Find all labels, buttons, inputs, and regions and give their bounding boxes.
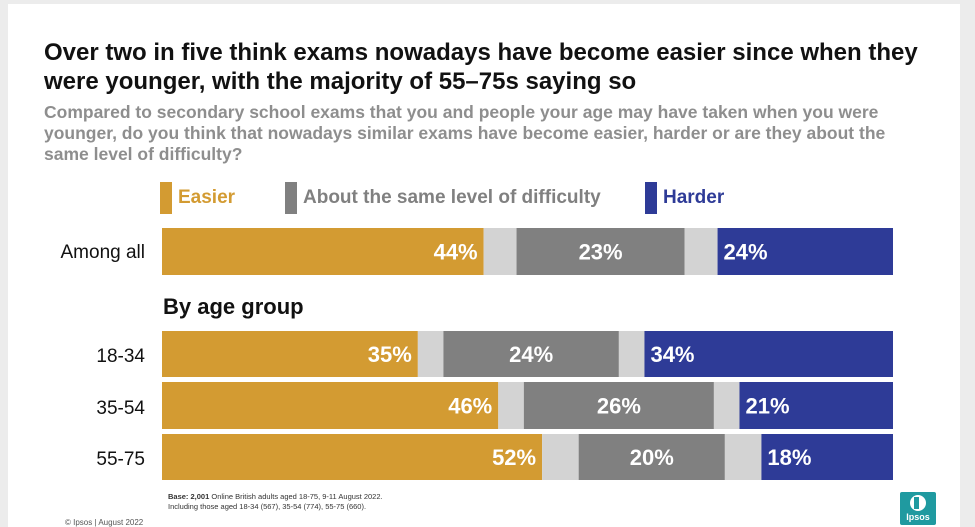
slide: Over two in five think exams nowadays ha… <box>8 4 960 527</box>
bar-gap-18-34 <box>417 331 444 377</box>
bar-easier-55-75 <box>162 434 543 480</box>
bar-same-18-34 <box>443 331 619 377</box>
bar-harder-35-54 <box>739 382 893 429</box>
bar-same-label-among-all: 23% <box>579 240 623 265</box>
legend-label-easier: Easier <box>178 187 236 208</box>
legend-label-harder: Harder <box>663 187 725 208</box>
bar-gap-35-54 <box>498 382 524 429</box>
bar-easier-label-55-75: 52% <box>492 445 536 470</box>
legend-swatch-same <box>285 182 297 214</box>
bar-harder-55-75 <box>761 434 893 480</box>
bar-harder-label-18-34: 34% <box>650 342 694 367</box>
bar-harder-18-34 <box>644 331 893 377</box>
ipsos-logo-text: Ipsos <box>906 512 930 522</box>
bar-harder-among-all <box>717 228 893 275</box>
ipsos-logo: Ipsos <box>900 492 936 525</box>
bar-gap-among-all <box>483 228 517 275</box>
legend-item-easier: Easier <box>160 182 235 214</box>
legend-item-harder: Harder <box>645 182 724 214</box>
base-note-line2: Including those aged 18-34 (567), 35-54 … <box>168 502 367 511</box>
bar-harder-label-55-75: 18% <box>767 445 811 470</box>
copyright-note: © Ipsos | August 2022 <box>65 518 144 527</box>
bar-gap-55-75 <box>542 434 579 480</box>
legend-label-same: About the same level of difficulty <box>303 187 601 208</box>
row-label-35-54: 35-54 <box>96 398 145 419</box>
base-note-bold: Base: 2,001 <box>168 492 210 501</box>
base-note: Base: 2,001 Online British adults aged 1… <box>168 492 383 512</box>
bar-same-label-35-54: 26% <box>597 394 641 419</box>
bar-harder-label-among-all: 24% <box>724 240 768 265</box>
bar-easier-label-among-all: 44% <box>434 240 478 265</box>
bar-gap-among-all <box>684 228 718 275</box>
row-label-among-all: Among all <box>60 242 146 263</box>
base-note-line1: Online British adults aged 18-75, 9-11 A… <box>209 492 383 501</box>
stacked-bar-chart: 44% 23% 24% 35% 24% 34% 46% 26% 21% 52% 20% 18% <box>162 228 893 480</box>
bar-easier-label-35-54: 46% <box>448 394 492 419</box>
section-label-by-age-group: By age group <box>163 294 304 319</box>
bar-harder-label-35-54: 21% <box>745 394 789 419</box>
bar-gap-55-75 <box>724 434 762 480</box>
bar-same-label-18-34: 24% <box>509 342 553 367</box>
bar-easier-35-54 <box>162 382 499 429</box>
bar-gap-18-34 <box>618 331 645 377</box>
chart-subtitle: Compared to secondary school exams that … <box>44 102 886 164</box>
legend-swatch-harder <box>645 182 657 214</box>
bar-easier-label-18-34: 35% <box>368 342 412 367</box>
row-label-18-34: 18-34 <box>96 346 145 367</box>
bar-easier-18-34 <box>162 331 418 377</box>
bar-easier-among-all <box>162 228 484 275</box>
bar-same-35-54 <box>523 382 714 429</box>
bar-same-55-75 <box>578 434 725 480</box>
bar-same-label-55-75: 20% <box>630 445 674 470</box>
bar-gap-35-54 <box>713 382 740 429</box>
row-label-55-75: 55-75 <box>96 449 145 470</box>
bar-same-among-all <box>516 228 685 275</box>
ipsos-logo-mark <box>910 495 926 511</box>
legend-item-same: About the same level of difficulty <box>285 182 601 214</box>
chart-title: Over two in five think exams nowadays ha… <box>44 39 918 95</box>
legend-swatch-easier <box>160 182 172 214</box>
